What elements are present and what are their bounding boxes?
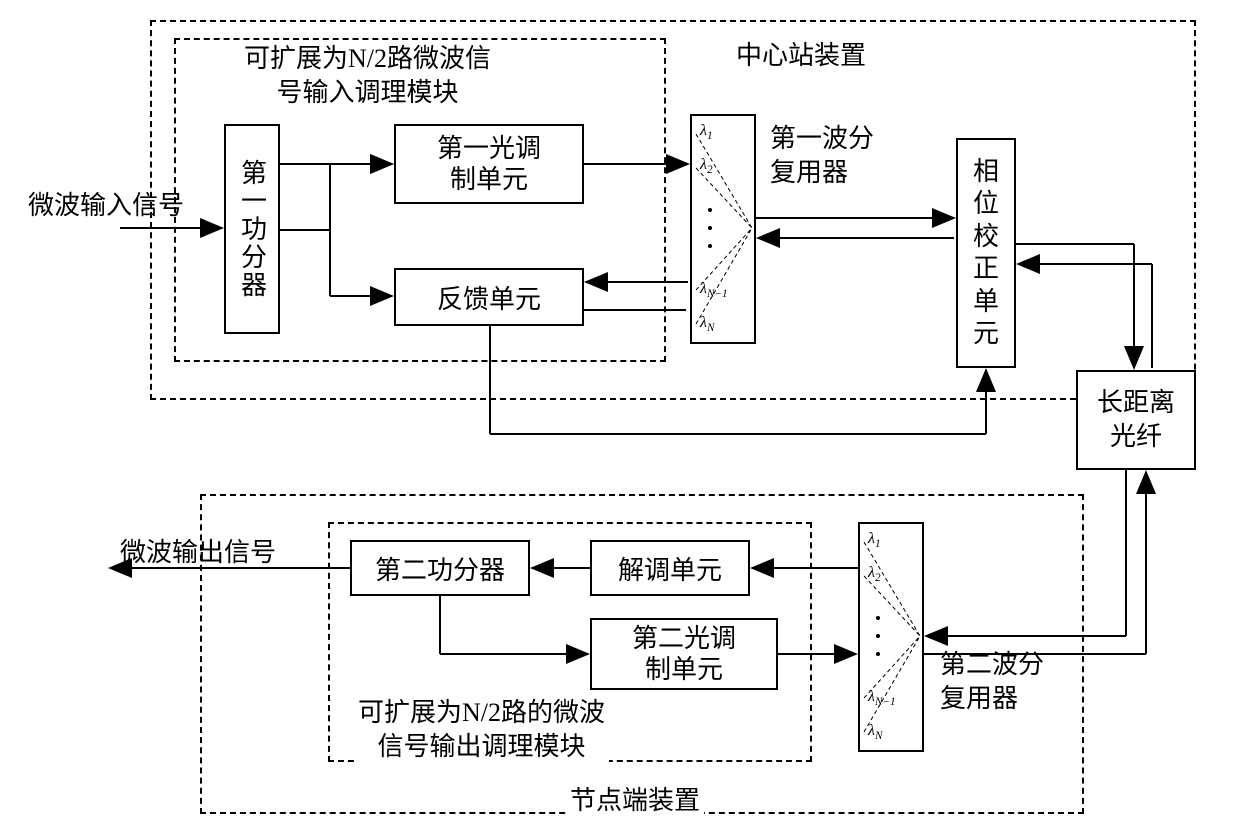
second-mux: λ1 λ2 λN−1 λN (858, 522, 924, 752)
fiber-l2: 光纤 (1110, 420, 1162, 454)
node-end-title: 节点端装置 (566, 780, 704, 817)
second-splitter: 第二功分器 (350, 540, 530, 596)
first-splitter: 第一功分器 (224, 124, 280, 334)
fiber-l1: 长距离 (1097, 386, 1175, 420)
first-mux: λ1 λ2 λN−1 λN (690, 114, 756, 344)
input-module-title: 可扩展为N/2路微波信 号输入调理模块 (240, 42, 495, 110)
first-splitter-label: 第一功分器 (234, 159, 271, 299)
output-signal-label: 微波输出信号 (116, 532, 280, 569)
lambda2-bot: λ2 (868, 564, 881, 584)
lambdaN-top: λN (700, 314, 714, 334)
first-mux-l2: 复用器 (770, 158, 848, 187)
phase-correction-unit: 相 位 校 正 单 元 (956, 138, 1016, 368)
first-mod-l1: 第一光调 (437, 133, 541, 164)
first-modulator: 第一光调 制单元 (394, 124, 584, 204)
demod-label: 解调单元 (618, 550, 722, 587)
first-mux-label: 第一波分 复用器 (766, 122, 878, 190)
lambda1-bot: λ1 (868, 530, 881, 550)
first-mux-l1: 第一波分 (770, 124, 874, 153)
lambda2-top: λ2 (700, 156, 713, 176)
feedback-unit: 反馈单元 (394, 268, 584, 326)
center-station-title: 中心站装置 (732, 35, 870, 72)
lambdaN-bot: λN (868, 722, 882, 742)
input-signal-label: 微波输入信号 (24, 185, 188, 222)
input-module-title-l2: 号输入调理模块 (277, 78, 459, 107)
second-mux-l2: 复用器 (940, 684, 1018, 713)
second-mux-label: 第二波分 复用器 (936, 648, 1048, 716)
second-mux-l1: 第二波分 (940, 650, 1044, 679)
demod-unit: 解调单元 (590, 540, 750, 596)
first-mod-l2: 制单元 (450, 164, 528, 195)
output-module-title: 可扩展为N/2路的微波 信号输出调理模块 (354, 696, 609, 764)
long-fiber: 长距离 光纤 (1076, 370, 1196, 470)
lambda1-top: λ1 (700, 122, 713, 142)
second-mod-l2: 制单元 (645, 654, 723, 685)
input-module-title-l1: 可扩展为N/2路微波信 (244, 44, 491, 73)
output-module-title-l2: 信号输出调理模块 (378, 732, 586, 761)
lambdaN1-bot: λN−1 (868, 688, 896, 708)
second-splitter-label: 第二功分器 (375, 550, 505, 587)
output-module-title-l1: 可扩展为N/2路的微波 (358, 698, 605, 727)
feedback-label: 反馈单元 (437, 279, 541, 316)
second-mod-l1: 第二光调 (632, 623, 736, 654)
second-modulator: 第二光调 制单元 (590, 618, 778, 690)
lambdaN1-top: λN−1 (700, 280, 728, 300)
